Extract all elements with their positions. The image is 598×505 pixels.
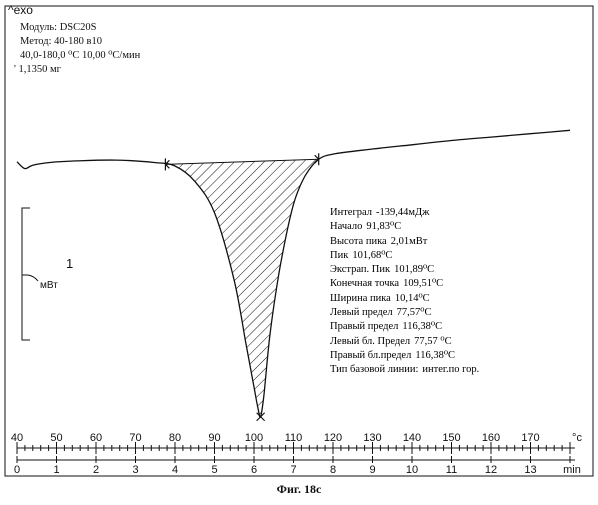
result-label: Тип базовой линии: (330, 363, 418, 377)
scale-bracket-tick (22, 275, 38, 281)
result-label: Интеграл (330, 206, 372, 220)
result-label: Экстрап. Пик (330, 263, 390, 277)
result-row: Тип базовой линии: интег.по гор. (330, 363, 479, 377)
scale-bar-value: 1 (66, 256, 73, 271)
result-label: Высота пика (330, 235, 387, 249)
temperature-tick-label: 80 (169, 432, 181, 444)
result-row: Интеграл -139,44мДж (330, 206, 479, 220)
result-value: 2,01мВт (391, 235, 428, 249)
time-tick-label: 8 (330, 464, 336, 476)
meta-mass: ' 1,1350 мг (14, 63, 61, 77)
y-axis-label: ^exo (8, 3, 33, 17)
result-label: Левый бл. Предел (330, 335, 410, 349)
result-row: Левый бл. Предел 77,57 ⁰C (330, 335, 479, 349)
result-value: 101,89⁰C (394, 263, 434, 277)
result-row: Правый предел 116,38⁰C (330, 320, 479, 334)
figure-caption: Фиг. 18с (0, 482, 598, 497)
temperature-tick-label: 170 (521, 432, 539, 444)
result-label: Пик (330, 249, 348, 263)
result-row: Экстрап. Пик 101,89⁰C (330, 263, 479, 277)
plot-frame (5, 6, 593, 476)
time-tick-label: 4 (172, 464, 178, 476)
time-tick-label: 10 (406, 464, 418, 476)
temperature-tick-label: 40 (11, 432, 23, 444)
time-tick-label: 3 (132, 464, 138, 476)
temperature-tick-label: 120 (324, 432, 342, 444)
axis-layer: 405060708090100110120130140150160170°c01… (11, 432, 583, 476)
temperature-tick-label: 110 (285, 432, 303, 444)
time-tick-label: 12 (485, 464, 497, 476)
result-label: Левый предел (330, 306, 393, 320)
temperature-tick-label: 150 (442, 432, 460, 444)
time-tick-label: 2 (93, 464, 99, 476)
result-value: интег.по гор. (422, 363, 479, 377)
data-layer (17, 130, 570, 420)
time-tick-label: 7 (290, 464, 296, 476)
results-table: Интеграл -139,44мДж Начало 91,83⁰CВысота пи… (330, 206, 479, 378)
result-value: 109,51⁰C (403, 277, 443, 291)
time-tick-label: 13 (524, 464, 536, 476)
result-row: Ширина пика 10,14⁰C (330, 292, 479, 306)
meta-program: 40,0-180,0 ⁰C 10,00 ⁰C/мин (20, 49, 140, 63)
result-label: Ширина пика (330, 292, 391, 306)
result-value: 77,57⁰C (397, 306, 432, 320)
temperature-tick-label: 90 (208, 432, 220, 444)
result-row: Начало 91,83⁰C (330, 220, 479, 234)
result-value: 91,83⁰C (366, 220, 401, 234)
result-value: -139,44мДж (376, 206, 429, 220)
result-value: 10,14⁰C (395, 292, 430, 306)
time-tick-label: 1 (53, 464, 59, 476)
temperature-tick-label: 60 (90, 432, 102, 444)
time-unit-label: min (563, 464, 581, 476)
result-row: Конечная точка 109,51⁰C (330, 277, 479, 291)
temperature-tick-label: 140 (403, 432, 421, 444)
time-tick-label: 6 (251, 464, 257, 476)
result-row: Левый предел 77,57⁰C (330, 306, 479, 320)
time-tick-label: 0 (14, 464, 20, 476)
temperature-tick-label: 160 (482, 432, 500, 444)
temperature-tick-label: 130 (363, 432, 381, 444)
meta-module: Модуль: DSC20S (20, 21, 97, 35)
result-value: 77,57 ⁰C (414, 335, 451, 349)
result-value: 101,68⁰C (352, 249, 392, 263)
time-tick-label: 5 (211, 464, 217, 476)
result-label: Начало (330, 220, 362, 234)
scale-bar-unit: мВт (40, 280, 58, 291)
time-tick-label: 9 (369, 464, 375, 476)
result-row: Пик 101,68⁰C (330, 249, 479, 263)
temperature-tick-label: 100 (245, 432, 263, 444)
result-row: Высота пика 2,01мВт (330, 235, 479, 249)
scale-bracket (22, 208, 30, 340)
result-label: Конечная точка (330, 277, 399, 291)
meta-method: Метод: 40-180 в10 (20, 35, 102, 49)
result-value: 116,38⁰C (415, 349, 455, 363)
result-row: Правый бл.предел 116,38⁰C (330, 349, 479, 363)
time-tick-label: 11 (446, 464, 457, 476)
result-label: Правый предел (330, 320, 398, 334)
temperature-tick-label: 50 (50, 432, 62, 444)
result-value: 116,38⁰C (402, 320, 442, 334)
temperature-unit-label: °c (572, 432, 582, 444)
temperature-tick-label: 70 (129, 432, 141, 444)
result-label: Правый бл.предел (330, 349, 411, 363)
